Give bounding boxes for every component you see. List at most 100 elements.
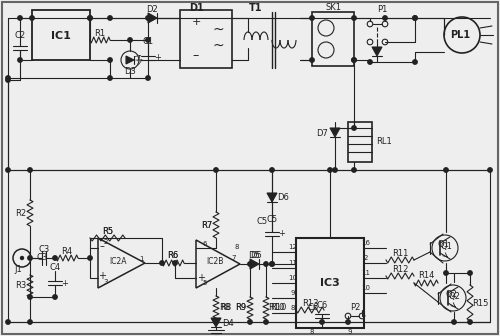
Circle shape <box>6 168 10 172</box>
Circle shape <box>346 320 350 324</box>
Text: 1: 1 <box>139 256 143 262</box>
Text: R6: R6 <box>168 252 178 260</box>
Text: J1: J1 <box>14 265 22 275</box>
Circle shape <box>30 16 34 20</box>
Circle shape <box>413 60 417 64</box>
Circle shape <box>28 295 32 299</box>
Text: R7: R7 <box>202 220 212 229</box>
Text: R14: R14 <box>418 271 434 281</box>
Circle shape <box>264 262 268 266</box>
Text: C1: C1 <box>142 38 154 46</box>
Text: D5: D5 <box>250 252 262 260</box>
Polygon shape <box>211 318 221 327</box>
Text: 5: 5 <box>203 280 207 286</box>
Circle shape <box>6 76 10 80</box>
Text: R2: R2 <box>16 209 26 217</box>
Text: 10: 10 <box>288 275 298 281</box>
Circle shape <box>333 168 337 172</box>
Circle shape <box>18 16 22 20</box>
Bar <box>32 10 90 60</box>
Text: +: + <box>154 53 162 62</box>
Bar <box>348 122 372 162</box>
Text: D4: D4 <box>222 319 234 328</box>
Circle shape <box>444 168 448 172</box>
Circle shape <box>128 38 132 42</box>
Circle shape <box>468 271 472 275</box>
Text: +: + <box>62 279 68 288</box>
Text: 7: 7 <box>232 255 236 261</box>
Text: R15: R15 <box>472 298 488 307</box>
Text: IC1: IC1 <box>51 31 71 41</box>
Circle shape <box>352 168 356 172</box>
Text: 8: 8 <box>235 244 240 250</box>
Polygon shape <box>126 56 134 64</box>
Circle shape <box>452 320 456 324</box>
Text: 9: 9 <box>348 329 352 335</box>
Text: +: + <box>278 229 285 239</box>
Circle shape <box>310 58 314 62</box>
Text: Q2: Q2 <box>445 290 457 298</box>
Text: T1: T1 <box>249 3 263 13</box>
Circle shape <box>320 320 324 324</box>
Text: 3: 3 <box>104 279 108 285</box>
Text: R3: R3 <box>16 282 26 291</box>
Polygon shape <box>372 47 382 56</box>
Text: RL1: RL1 <box>376 137 392 146</box>
Circle shape <box>28 168 32 172</box>
Circle shape <box>53 295 57 299</box>
Text: 2: 2 <box>104 239 108 245</box>
Bar <box>312 12 354 66</box>
Circle shape <box>88 256 92 260</box>
Text: R4: R4 <box>62 247 72 255</box>
Text: 16: 16 <box>362 240 370 246</box>
Circle shape <box>310 16 314 20</box>
Text: R10: R10 <box>270 303 286 312</box>
Polygon shape <box>148 13 157 23</box>
Circle shape <box>264 320 268 324</box>
Circle shape <box>352 58 356 62</box>
Text: C4: C4 <box>50 263 60 272</box>
Circle shape <box>352 58 356 62</box>
Text: C3: C3 <box>36 253 48 262</box>
Circle shape <box>146 16 150 20</box>
Text: 8: 8 <box>291 305 295 311</box>
Text: D6: D6 <box>277 194 289 203</box>
Text: 11: 11 <box>288 260 298 266</box>
Text: 9: 9 <box>291 290 295 296</box>
Text: P2: P2 <box>350 303 360 312</box>
Circle shape <box>20 256 24 259</box>
Bar <box>296 238 364 328</box>
Circle shape <box>444 271 448 275</box>
Text: Q2: Q2 <box>448 293 460 301</box>
Circle shape <box>88 16 92 20</box>
Text: R5: R5 <box>102 226 114 236</box>
Text: C5: C5 <box>266 215 278 224</box>
Text: IC2A: IC2A <box>109 256 127 265</box>
Circle shape <box>6 78 10 82</box>
Circle shape <box>6 320 10 324</box>
Text: 6: 6 <box>203 241 207 247</box>
Circle shape <box>352 16 356 20</box>
Text: R1: R1 <box>94 29 106 38</box>
Text: R8: R8 <box>220 302 230 311</box>
Text: ~: ~ <box>212 23 224 37</box>
Text: D5: D5 <box>248 252 260 260</box>
Text: IC3: IC3 <box>320 278 340 288</box>
Circle shape <box>146 76 150 80</box>
Circle shape <box>214 320 218 324</box>
Circle shape <box>108 58 112 62</box>
Circle shape <box>108 76 112 80</box>
Circle shape <box>468 320 472 324</box>
Text: Q1: Q1 <box>440 243 452 252</box>
Circle shape <box>28 256 32 260</box>
Text: 2: 2 <box>364 255 368 261</box>
Circle shape <box>413 16 417 20</box>
Text: ~: ~ <box>212 39 224 53</box>
Text: +: + <box>98 271 106 281</box>
Text: C5: C5 <box>256 217 268 226</box>
Circle shape <box>368 60 372 64</box>
Polygon shape <box>267 193 277 202</box>
Text: P1: P1 <box>377 5 387 14</box>
Text: IC2B: IC2B <box>206 257 224 266</box>
Text: R9: R9 <box>236 303 246 312</box>
